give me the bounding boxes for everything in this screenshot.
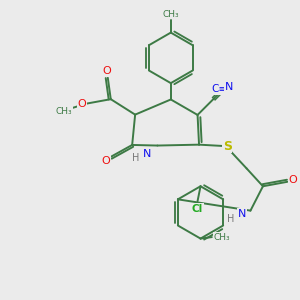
Text: Cl: Cl — [192, 204, 203, 214]
Text: O: O — [101, 156, 110, 166]
Text: H: H — [227, 214, 235, 224]
Text: N: N — [225, 82, 233, 92]
Text: CH₃: CH₃ — [163, 10, 179, 19]
Text: CH₃: CH₃ — [214, 232, 230, 242]
Text: H: H — [132, 153, 140, 163]
Text: S: S — [223, 140, 232, 153]
Text: N: N — [143, 149, 151, 160]
Text: C≡N: C≡N — [211, 84, 235, 94]
Text: CH₃: CH₃ — [56, 106, 72, 116]
Text: O: O — [288, 175, 297, 185]
Text: N: N — [238, 208, 246, 219]
Text: O: O — [103, 66, 112, 76]
Text: O: O — [78, 99, 86, 109]
